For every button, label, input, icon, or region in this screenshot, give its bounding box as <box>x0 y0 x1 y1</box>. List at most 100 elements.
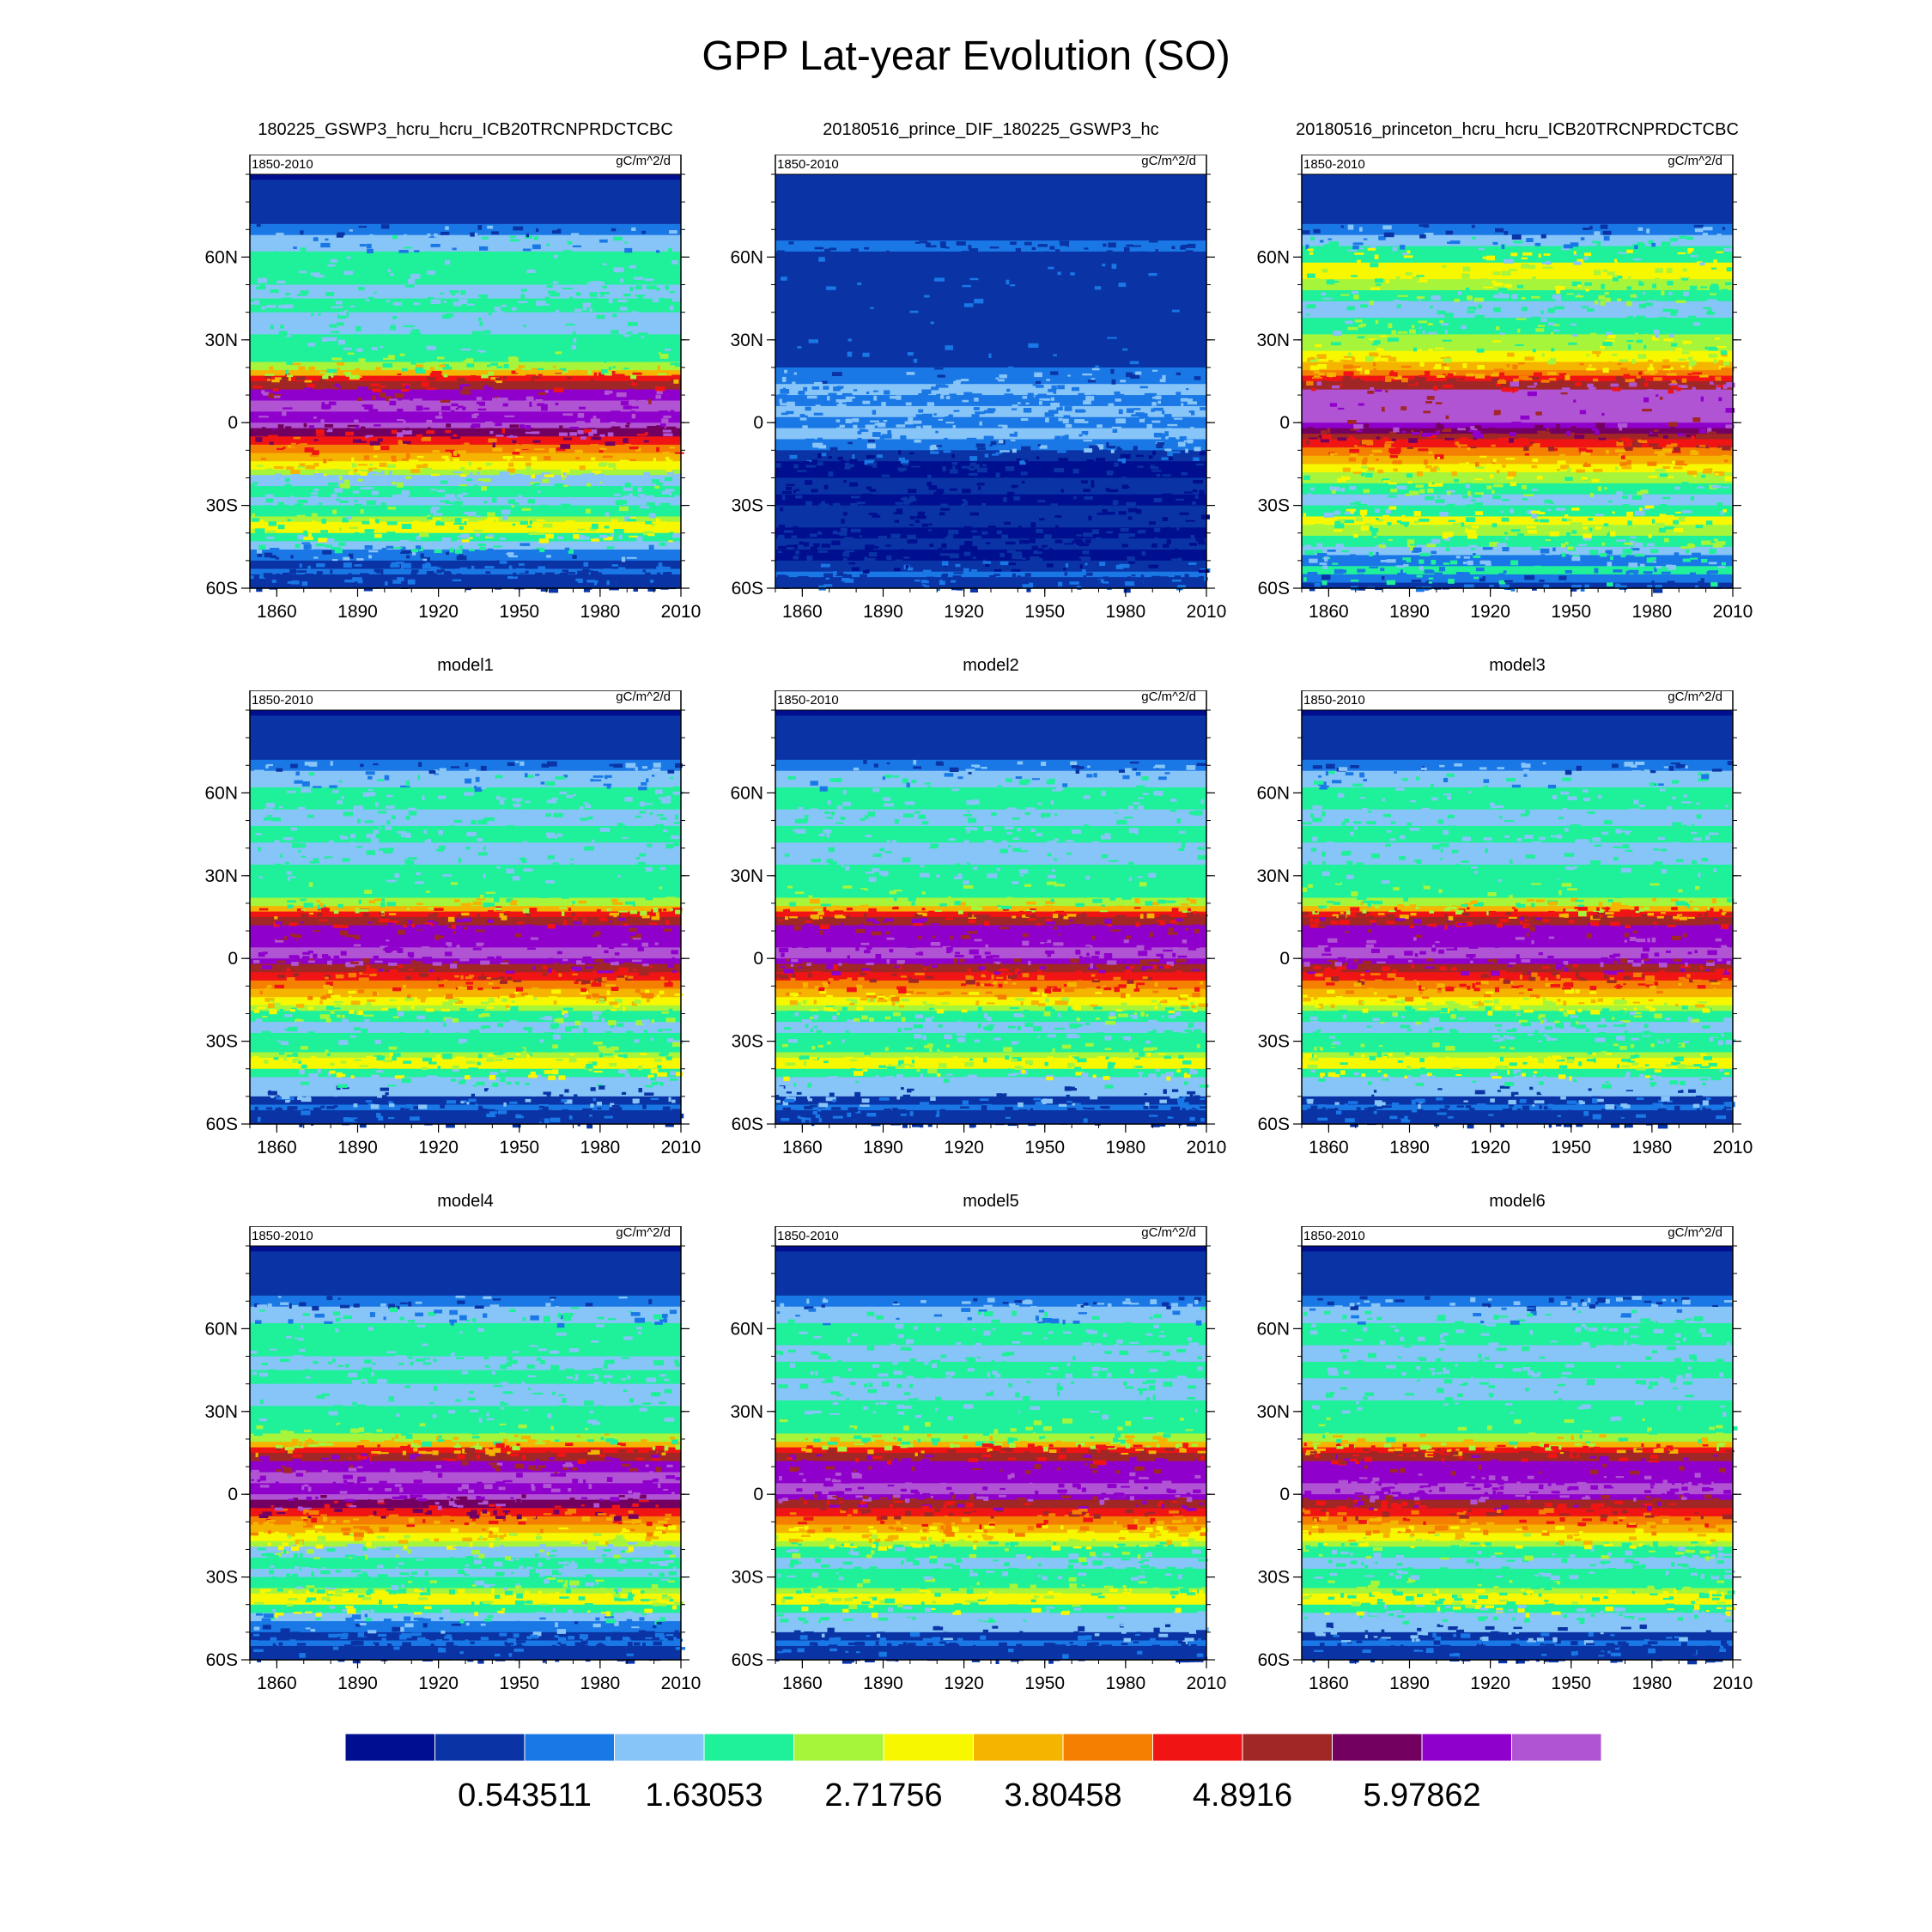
heatmap-cell <box>465 778 472 784</box>
heatmap-cell <box>1634 554 1645 557</box>
heatmap-cell <box>405 781 410 785</box>
heatmap-cell <box>361 1029 368 1034</box>
heatmap-cell <box>495 377 501 381</box>
heatmap-cell <box>445 1018 453 1024</box>
heatmap-cell <box>313 556 319 559</box>
heatmap-cell <box>1658 317 1667 322</box>
heatmap-cell <box>1413 511 1421 517</box>
heatmap-cell <box>1511 234 1522 240</box>
heatmap-cell <box>1564 477 1573 481</box>
heatmap-cell <box>1631 441 1639 447</box>
heatmap-cell <box>440 1104 445 1109</box>
heatmap-cell <box>574 1020 581 1025</box>
heatmap-cell <box>484 1109 495 1112</box>
heatmap-cell <box>313 930 321 933</box>
heatmap-cell <box>360 930 366 933</box>
heatmap-cell <box>288 937 298 940</box>
heatmap-cell <box>545 578 554 581</box>
heatmap-cell <box>284 504 289 510</box>
heatmap-cell <box>1093 773 1097 778</box>
heatmap-cell <box>944 437 948 443</box>
heatmap-cell <box>574 369 580 374</box>
heatmap-cell <box>1561 552 1566 557</box>
heatmap-cell <box>878 535 887 540</box>
heatmap-cell <box>1361 465 1368 469</box>
heatmap-cell <box>538 392 547 395</box>
heatmap-cell <box>1675 380 1680 383</box>
heatmap-cell <box>1349 554 1356 559</box>
heatmap-cell <box>651 1019 654 1024</box>
heatmap-cell <box>273 1002 281 1008</box>
heatmap-cell <box>1328 360 1334 364</box>
heatmap-cell <box>558 973 562 977</box>
heatmap-cell <box>387 355 395 360</box>
heatmap-band <box>775 477 1206 495</box>
heatmap-cell <box>509 424 519 428</box>
heatmap-cell <box>1693 224 1704 228</box>
heatmap-cell <box>270 325 274 330</box>
heatmap-cell <box>1419 361 1425 367</box>
heatmap-cell <box>415 867 424 872</box>
heatmap-cell <box>591 281 601 287</box>
heatmap-cell <box>1135 371 1142 375</box>
heatmap-cell <box>520 809 526 813</box>
heatmap-cell <box>668 540 673 543</box>
heatmap-cell <box>460 533 470 539</box>
heatmap-cell <box>361 520 371 525</box>
heatmap-cell <box>476 1081 485 1085</box>
heatmap-cell <box>390 947 401 951</box>
heatmap-cell <box>1321 574 1331 580</box>
heatmap-cell <box>481 787 487 790</box>
heatmap-cell <box>548 927 551 933</box>
heatmap-cell <box>574 449 583 454</box>
y-tick-label: 30S <box>206 1032 238 1052</box>
heatmap-cell <box>607 432 614 437</box>
heatmap-cell <box>285 426 292 430</box>
heatmap-cell <box>264 573 273 579</box>
heatmap-cell <box>868 546 879 549</box>
heatmap-cell <box>1148 455 1153 459</box>
heatmap-cell <box>929 446 934 451</box>
heatmap-cell <box>337 368 340 371</box>
heatmap-cell <box>785 410 794 415</box>
heatmap-cell <box>1088 577 1098 580</box>
heatmap-cell <box>1154 527 1161 532</box>
heatmap-cell <box>953 410 960 412</box>
heatmap-cell <box>283 836 293 841</box>
heatmap-cell <box>388 963 398 966</box>
heatmap-cell <box>1342 467 1351 472</box>
heatmap-cell <box>1079 564 1083 569</box>
heatmap-cell <box>357 579 363 584</box>
heatmap-cell <box>410 572 417 574</box>
heatmap-cell <box>1389 455 1398 459</box>
heatmap-cell <box>1171 309 1180 313</box>
heatmap-cell <box>601 369 608 374</box>
heatmap-cell <box>1692 552 1701 556</box>
heatmap-cell <box>1079 556 1082 559</box>
heatmap-cell <box>257 551 263 557</box>
heatmap-cell <box>893 568 901 572</box>
heatmap-cell <box>440 1008 450 1012</box>
heatmap-cell <box>1334 510 1340 515</box>
heatmap-cell <box>1600 224 1608 229</box>
heatmap-cell <box>1440 357 1450 359</box>
heatmap-cell <box>1607 335 1616 339</box>
heatmap-cell <box>1504 231 1509 235</box>
heatmap-cell <box>1387 337 1392 343</box>
heatmap-cell <box>1534 242 1541 246</box>
heatmap-cell <box>452 1065 459 1070</box>
heatmap-cell <box>1583 533 1592 538</box>
heatmap-cell <box>1475 466 1485 469</box>
heatmap-cell <box>1316 543 1323 549</box>
heatmap-cell <box>1552 324 1560 326</box>
heatmap-cell <box>1403 563 1409 567</box>
heatmap-cell <box>1589 551 1598 556</box>
heatmap-cell <box>472 1084 477 1087</box>
heatmap-cell <box>1679 517 1686 522</box>
heatmap-cell <box>358 287 365 291</box>
heatmap-cell <box>342 1087 349 1090</box>
heatmap-cell <box>548 1033 552 1038</box>
heatmap-cell <box>1039 966 1047 970</box>
heatmap-cell <box>624 247 633 253</box>
heatmap-cell <box>1396 565 1405 568</box>
